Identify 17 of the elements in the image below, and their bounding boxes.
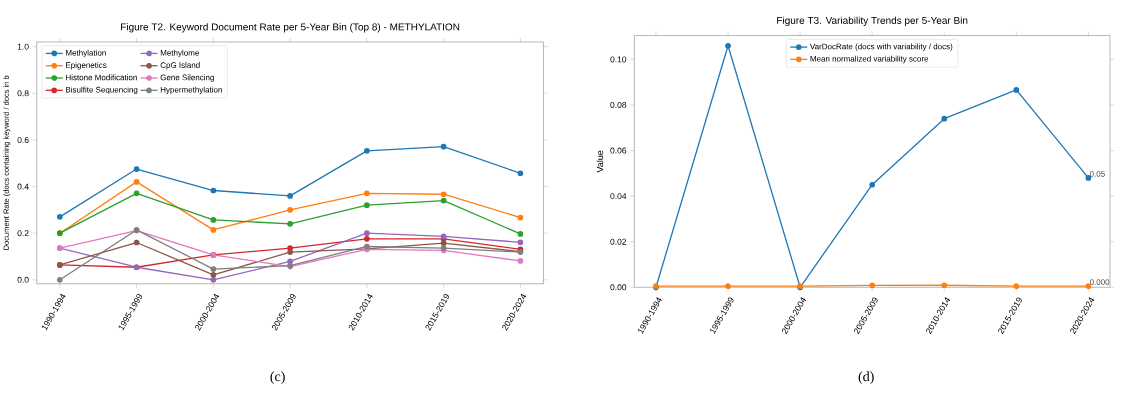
text: (c) [270, 371, 285, 385]
y-tick-label: 0.4 [17, 183, 29, 190]
chart-title: Figure T3. Variability Trends per 5-Year Bin [777, 16, 968, 27]
text: (d) [858, 371, 874, 385]
y-axis-title: Value [596, 150, 604, 173]
y-tick-label: 0.08 [610, 102, 627, 109]
y-tick-label: 0.6 [17, 137, 29, 144]
y-tick-label: 0.04 [610, 193, 627, 200]
y-tick-label: 0.8 [17, 90, 29, 97]
chart-title: Figure T2. Keyword Document Rate per 5-Year Bin (Top 8) - METHYLATION [121, 23, 460, 33]
y-tick-label: 0.00 [610, 284, 627, 291]
y-tick-label: 0.06 [610, 147, 627, 154]
y-tick-label: 0.2 [17, 230, 29, 237]
y-tick-label: 0.02 [610, 238, 627, 245]
y-tick-label: 1.0 [17, 43, 29, 50]
y-tick-label: 0.10 [610, 56, 627, 63]
y-tick-label: 0.0 [17, 276, 29, 283]
